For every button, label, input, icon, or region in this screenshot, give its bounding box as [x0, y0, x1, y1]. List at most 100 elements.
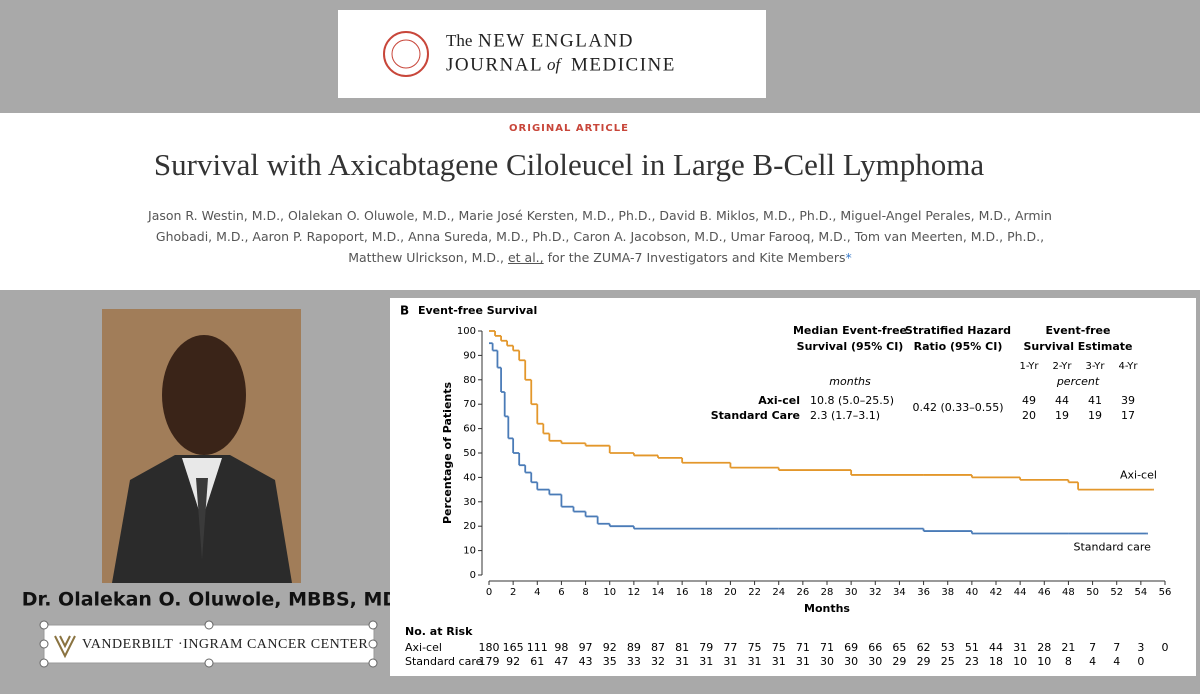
row-label: Standard Care	[711, 409, 800, 422]
x-axis-label: Months	[804, 602, 850, 615]
risk-count: 71	[820, 641, 834, 654]
year-header: 4-Yr	[1118, 361, 1138, 372]
estimate: 17	[1121, 409, 1135, 422]
unit: months	[829, 375, 871, 388]
risk-count: 30	[820, 655, 834, 668]
author-end: for the ZUMA-7 Investigators and Kite Me…	[547, 250, 846, 265]
org-a: VANDERBILT	[82, 637, 173, 652]
risk-count: 165	[503, 641, 524, 654]
risk-count: 30	[844, 655, 858, 668]
risk-count: 92	[603, 641, 617, 654]
selection-handles	[39, 620, 378, 668]
risk-count: 4	[1113, 655, 1120, 668]
y-tick-label: 10	[463, 546, 476, 557]
risk-count: 30	[868, 655, 882, 668]
risk-count: 66	[868, 641, 882, 654]
journal-of: of	[547, 55, 563, 74]
risk-count: 28	[1037, 641, 1051, 654]
x-tick-label: 54	[1134, 587, 1147, 598]
year-header: 2-Yr	[1052, 361, 1072, 372]
risk-count: 35	[603, 655, 617, 668]
risk-count: 4	[1089, 655, 1096, 668]
risk-count: 75	[772, 641, 786, 654]
risk-count: 29	[917, 655, 931, 668]
risk-count: 81	[675, 641, 689, 654]
x-tick-label: 22	[748, 587, 761, 598]
risk-count: 21	[1061, 641, 1075, 654]
year-header: 1-Yr	[1019, 361, 1039, 372]
photo-face	[162, 335, 246, 455]
article-title: Survival with Axicabtagene Ciloleucel in…	[154, 147, 984, 182]
x-tick-label: 8	[582, 587, 588, 598]
risk-count: 65	[892, 641, 906, 654]
org-b: ·INGRAM CANCER CENTER	[178, 637, 368, 652]
risk-count: 111	[527, 641, 548, 654]
risk-count: 3	[1137, 641, 1144, 654]
y-tick-label: 60	[463, 424, 476, 435]
risk-count: 180	[479, 641, 500, 654]
y-tick-label: 0	[470, 570, 476, 581]
unit: percent	[1056, 375, 1100, 388]
risk-count: 25	[941, 655, 955, 668]
risk-count: 92	[506, 655, 520, 668]
risk-count: 8	[1065, 655, 1072, 668]
risk-count: 31	[723, 655, 737, 668]
y-tick-label: 40	[463, 472, 476, 483]
risk-row-label: Standard care	[405, 655, 483, 668]
risk-count: 44	[989, 641, 1003, 654]
y-tick-label: 50	[463, 448, 476, 459]
estimate: 39	[1121, 394, 1135, 407]
risk-count: 51	[965, 641, 979, 654]
author-list: Jason R. Westin, M.D., Olalekan O. Oluwo…	[148, 208, 1052, 265]
x-tick-label: 14	[652, 587, 665, 598]
x-tick-label: 52	[1110, 587, 1123, 598]
risk-count: 31	[675, 655, 689, 668]
x-tick-label: 34	[893, 587, 906, 598]
x-tick-label: 6	[558, 587, 564, 598]
risk-count: 89	[627, 641, 641, 654]
hazard-ratio: 0.42 (0.33–0.55)	[912, 401, 1003, 414]
journal-line1: NEW ENGLAND	[478, 30, 634, 51]
et-al[interactable]: et al.,	[507, 250, 544, 265]
x-tick-label: 48	[1062, 587, 1075, 598]
x-tick-label: 18	[700, 587, 713, 598]
x-tick-label: 24	[772, 587, 785, 598]
stats-header: Median Event-free	[793, 324, 907, 337]
risk-count: 69	[844, 641, 858, 654]
stats-header: Survival Estimate	[1023, 340, 1132, 353]
masthead	[338, 10, 766, 98]
x-tick-label: 46	[1038, 587, 1051, 598]
row-label: Axi-cel	[758, 394, 800, 407]
series-label: Axi-cel	[1120, 469, 1157, 482]
seal	[383, 31, 429, 77]
y-tick-label: 80	[463, 375, 476, 386]
y-axis-label: Percentage of Patients	[441, 382, 454, 525]
risk-count: 33	[627, 655, 641, 668]
risk-count: 31	[748, 655, 762, 668]
stats-header: Survival (95% CI)	[797, 340, 904, 353]
estimate: 20	[1022, 409, 1036, 422]
chart-title: Event-free Survival	[418, 304, 537, 317]
estimate: 44	[1055, 394, 1069, 407]
risk-count: 77	[723, 641, 737, 654]
photo-tie	[196, 478, 208, 560]
x-tick-label: 42	[990, 587, 1003, 598]
x-tick-label: 36	[917, 587, 930, 598]
y-tick-label: 30	[463, 497, 476, 508]
risk-count: 98	[554, 641, 568, 654]
x-tick-label: 10	[603, 587, 616, 598]
risk-count: 31	[772, 655, 786, 668]
seal-inner	[391, 39, 421, 69]
risk-count: 79	[699, 641, 713, 654]
risk-count: 31	[1013, 641, 1027, 654]
x-tick-label: 40	[965, 587, 978, 598]
x-tick-label: 32	[869, 587, 882, 598]
x-tick-label: 12	[627, 587, 640, 598]
logo-mark	[54, 635, 76, 659]
estimate: 49	[1022, 394, 1036, 407]
estimate: 19	[1088, 409, 1102, 422]
risk-count: 32	[651, 655, 665, 668]
journal-line2a: JOURNAL	[446, 54, 543, 75]
risk-count: 29	[892, 655, 906, 668]
